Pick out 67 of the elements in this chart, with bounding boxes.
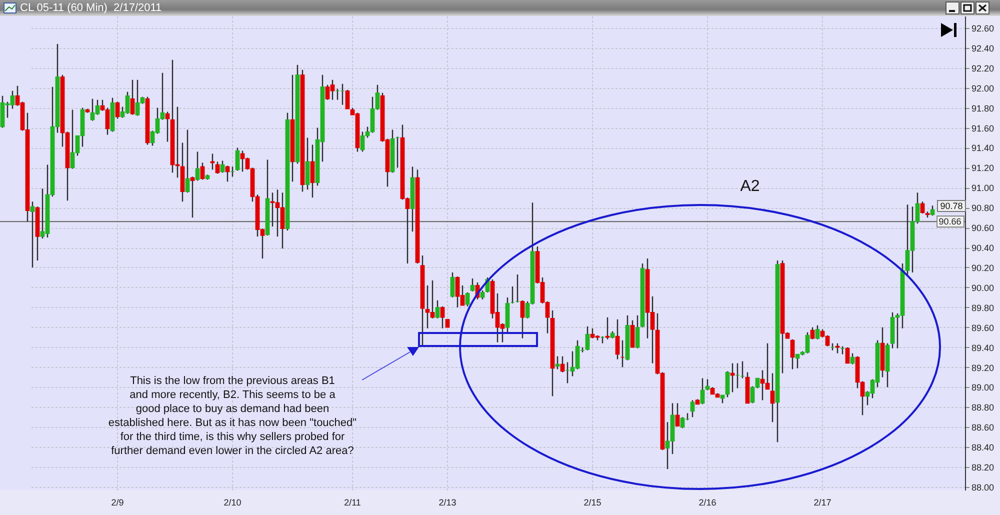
x-tick-label: 2/17	[814, 498, 832, 508]
y-tick-label: 89.20	[972, 362, 994, 373]
y-tick-label: 88.80	[972, 402, 994, 413]
x-tick-label: 2/16	[698, 498, 716, 508]
y-tick-label: 88.60	[972, 422, 994, 433]
candlestick	[700, 378, 705, 405]
candlestick	[635, 314, 640, 349]
candlestick	[30, 201, 35, 268]
y-tick-label: 90.40	[972, 243, 994, 254]
candlestick	[675, 402, 680, 427]
y-tick-label: 92.40	[972, 43, 994, 54]
text: 90.78	[937, 200, 966, 212]
annotation: A2	[739, 177, 761, 197]
candlestick	[130, 79, 135, 116]
chart-title: CL 05-11 (60 Min) 2/17/2011	[20, 1, 162, 16]
candlestick	[200, 162, 205, 180]
candlestick	[185, 129, 190, 194]
y-tick-label: 92.00	[972, 83, 994, 94]
x-tick-label: 2/10	[224, 498, 242, 508]
candlestick	[845, 346, 850, 364]
y-tick-label: 90.80	[972, 203, 994, 214]
y-tick-label: 88.20	[972, 462, 994, 473]
y-tick-label: 88.00	[972, 482, 994, 493]
y-tick-label: 91.80	[972, 103, 994, 114]
candlestick	[630, 320, 635, 348]
ref-line-label: 90.66	[938, 216, 962, 227]
candlestick	[470, 278, 475, 292]
annotation: This is the low from the previous areas B1 and more recently, B2. This seems to be a good place to buy as demand had been established here. But as it has now been "touched" for the third time, is this why sellers probed for further demand even lower in the circled A2 area?	[107, 374, 358, 458]
x-tick-label: 2/13	[438, 498, 456, 508]
y-tick-label: 88.40	[972, 442, 994, 453]
candlestick	[615, 318, 620, 360]
candlestick	[115, 101, 120, 120]
candlestick	[235, 147, 240, 172]
candlestick	[220, 160, 225, 174]
y-tick-label: 91.00	[972, 183, 994, 194]
y-tick-label: 91.20	[972, 163, 994, 174]
x-tick-label: 2/11	[344, 498, 361, 508]
candlestick	[920, 201, 925, 214]
x-tick-label: 2/15	[584, 498, 602, 508]
candlestick	[440, 306, 445, 329]
y-tick-label: 90.60	[972, 223, 994, 234]
y-tick-label: 89.80	[972, 302, 994, 313]
candlestick	[450, 272, 455, 298]
candlestick	[725, 370, 730, 398]
candlestick	[790, 338, 795, 370]
y-tick-label: 92.60	[972, 23, 994, 34]
y-tick-label: 89.40	[972, 342, 994, 353]
candlestick	[560, 356, 565, 373]
y-tick-label: 92.20	[972, 63, 994, 74]
candlestick	[310, 144, 315, 198]
y-tick-label: 89.00	[972, 382, 994, 393]
candlestick	[465, 292, 470, 307]
y-tick-label: 89.60	[972, 322, 994, 333]
candlestick	[305, 137, 310, 190]
y-tick-label: 91.40	[972, 143, 994, 154]
candlestick	[520, 300, 525, 339]
candlestick	[930, 205, 935, 216]
y-tick-label: 90.20	[972, 262, 994, 273]
candlestick	[195, 151, 200, 182]
candlestick	[345, 89, 350, 110]
candlestick	[505, 296, 510, 333]
candlestick	[435, 300, 440, 319]
candlestick	[585, 326, 590, 351]
candlestick	[770, 372, 775, 423]
x-tick-label: 2/9	[111, 498, 124, 508]
y-tick-label: 90.00	[972, 282, 994, 293]
y-tick-label: 91.60	[972, 123, 994, 134]
